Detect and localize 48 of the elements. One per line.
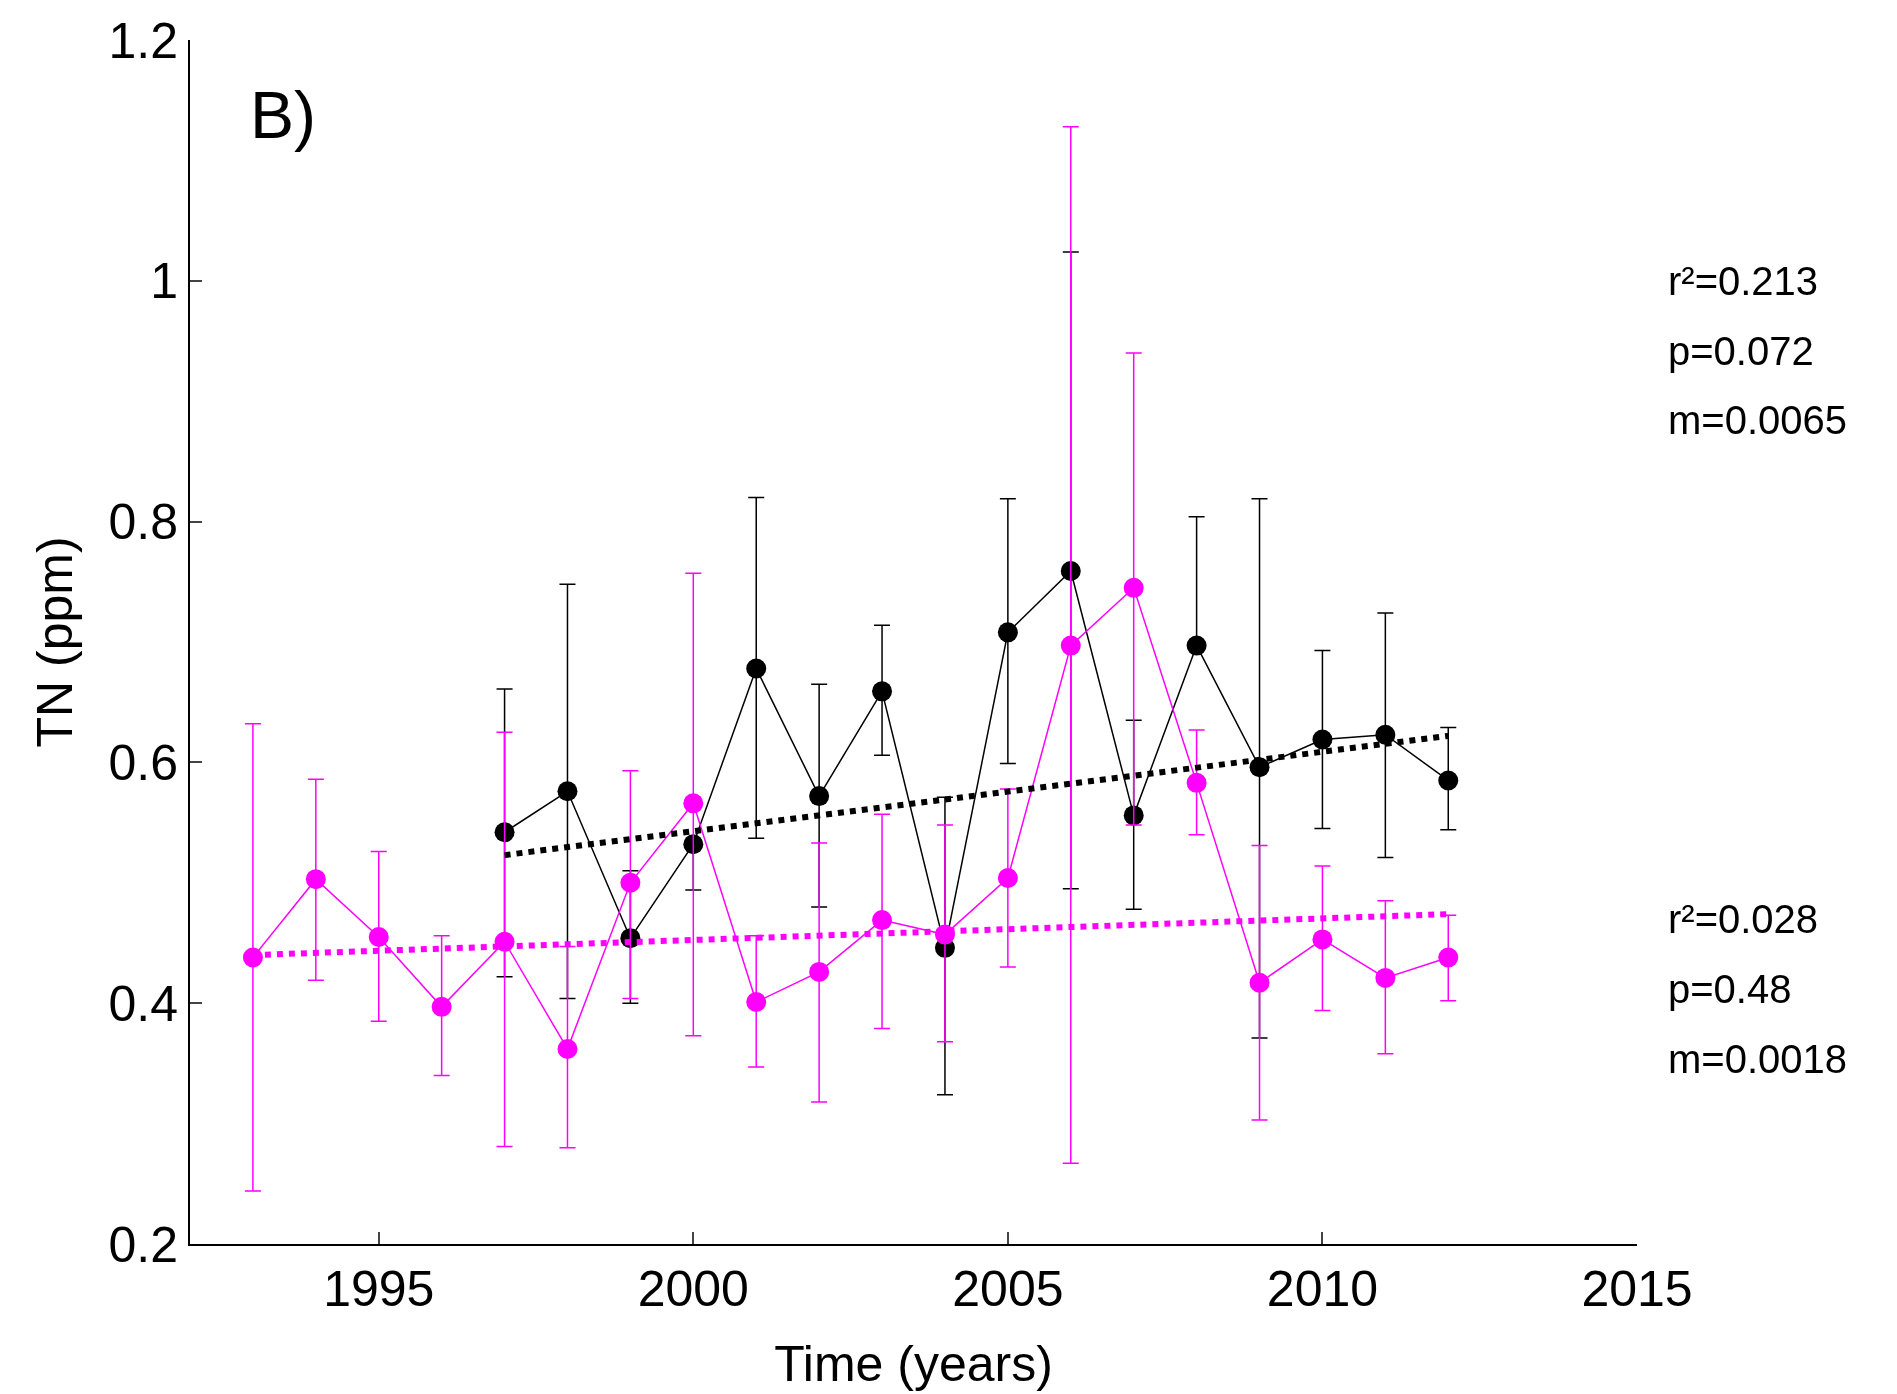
point <box>746 992 767 1012</box>
point <box>1060 635 1081 656</box>
point <box>1123 577 1144 598</box>
point <box>1312 929 1333 950</box>
point <box>809 786 830 807</box>
point <box>1186 635 1207 656</box>
text: m=0.0018 <box>1668 1037 1848 1081</box>
point <box>809 961 830 982</box>
x-tick-label: 2000 <box>637 1261 749 1317</box>
text: m=0.0065 <box>1668 398 1848 442</box>
x-tick-label: 1995 <box>323 1261 435 1317</box>
y-tick-label: 1 <box>150 253 178 310</box>
point <box>746 658 767 679</box>
point <box>305 869 326 890</box>
text: r²=0.213 <box>1668 259 1819 303</box>
x-tick-label: 2010 <box>1266 1261 1379 1317</box>
point <box>431 996 452 1017</box>
y-tick-label: 0.2 <box>108 1216 178 1273</box>
text: p=0.48 <box>1668 967 1792 1011</box>
x-tick-label: 2005 <box>952 1261 1064 1317</box>
text: r²=0.028 <box>1668 897 1819 941</box>
point <box>1312 729 1333 750</box>
point <box>557 1038 578 1059</box>
y-tick-label: 0.4 <box>108 975 178 1032</box>
y-tick-label: 1.2 <box>108 12 178 69</box>
point <box>1186 772 1207 793</box>
text: B) <box>250 78 316 152</box>
point <box>872 910 893 931</box>
y-tick-label: 0.8 <box>108 494 178 551</box>
point <box>997 867 1018 888</box>
point <box>557 781 578 802</box>
x-tick-label: 2015 <box>1581 1261 1693 1317</box>
y-axis-title: TN (ppm) <box>26 536 83 748</box>
point <box>683 834 704 855</box>
point <box>1375 724 1396 745</box>
point <box>1438 770 1459 791</box>
point <box>683 793 704 814</box>
text: p=0.072 <box>1668 329 1814 373</box>
point <box>997 622 1018 643</box>
point <box>1375 967 1396 988</box>
point <box>368 926 389 947</box>
y-tick-label: 0.6 <box>108 734 178 791</box>
point <box>1249 972 1270 993</box>
point <box>494 822 515 843</box>
point <box>1438 947 1459 968</box>
point <box>620 872 641 893</box>
point <box>872 681 893 702</box>
x-axis-title: Time (years) <box>774 1336 1053 1392</box>
